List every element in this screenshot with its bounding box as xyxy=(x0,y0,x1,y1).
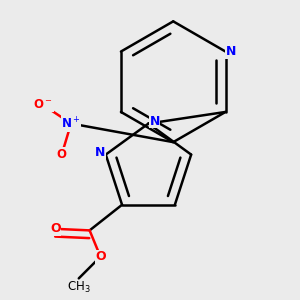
Text: O: O xyxy=(95,250,106,263)
Text: O$^-$: O$^-$ xyxy=(33,98,53,112)
Text: N: N xyxy=(226,45,236,58)
Text: O: O xyxy=(57,148,67,161)
Text: N: N xyxy=(95,146,105,159)
Text: N: N xyxy=(149,115,160,128)
Text: CH$_3$: CH$_3$ xyxy=(67,280,91,295)
Text: N$^+$: N$^+$ xyxy=(61,116,81,131)
Text: O: O xyxy=(50,222,61,235)
